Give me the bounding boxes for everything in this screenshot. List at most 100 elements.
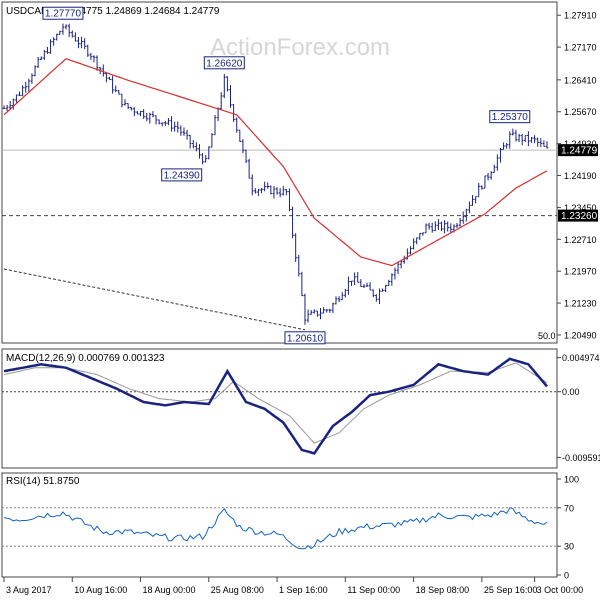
ohlc-bar xyxy=(27,78,31,92)
ohlc-bar xyxy=(303,293,307,325)
ohlc-bar xyxy=(378,288,381,305)
ohlc-bar xyxy=(58,30,62,35)
extra-label: 50.0 xyxy=(538,331,556,341)
ohlc-bar xyxy=(278,188,282,198)
ohlc-bar xyxy=(77,36,80,49)
rsi-y-tick-label: 30 xyxy=(564,542,574,552)
ohlc-bar xyxy=(95,55,99,71)
support-price-tag xyxy=(558,209,598,222)
price-annotation-label: 1.27770 xyxy=(45,9,82,20)
ohlc-bar xyxy=(316,310,319,317)
ohlc-bar xyxy=(198,144,201,159)
ohlc-bar xyxy=(272,185,276,199)
ohlc-bar xyxy=(136,111,139,115)
ohlc-bar xyxy=(319,308,322,320)
ohlc-bar xyxy=(105,72,108,83)
ohlc-bar xyxy=(145,112,149,122)
ohlc-bar xyxy=(173,121,176,132)
price-annotations: 1.27770 1.26620 1.24390 1.20610 1.25370 xyxy=(42,6,531,345)
ohlc-bar xyxy=(325,309,328,313)
price-title: USDCAD,H4 1.24775 1.24869 1.24684 1.2477… xyxy=(6,6,220,17)
x-axis-tick-label: 10 Aug 16:00 xyxy=(74,585,127,595)
ohlc-bar xyxy=(2,105,6,109)
x-axis-tick-label: 25 Sep 16:00 xyxy=(484,585,538,595)
ohlc-bar xyxy=(210,133,214,148)
rsi-y-tick-label: 100 xyxy=(564,475,579,485)
ohlc-bar xyxy=(170,116,173,132)
ohlc-bar xyxy=(430,222,434,233)
ohlc-bar xyxy=(281,186,285,196)
current-price-tag xyxy=(558,144,598,157)
ohlc-bar xyxy=(340,292,344,301)
support-price-tag-label: 1.23260 xyxy=(561,211,598,222)
ohlc-bars xyxy=(2,23,549,325)
ohlc-bar xyxy=(499,147,502,163)
ohlc-bar xyxy=(15,94,18,103)
ohlc-bar xyxy=(238,129,242,142)
ohlc-bar xyxy=(241,139,245,154)
ohlc-bar xyxy=(133,107,136,117)
ohlc-bar xyxy=(160,122,164,127)
x-axis-tick-label: 18 Sep 08:00 xyxy=(416,585,470,595)
price-y-axis: 1.27910 1.27170 1.26410 1.25670 1.24930 1.241… xyxy=(557,11,597,340)
ohlc-bar xyxy=(120,93,124,108)
price-annotation: 1.26620 xyxy=(203,56,245,70)
ohlc-bar xyxy=(151,111,155,118)
ohlc-bar xyxy=(309,310,313,315)
ohlc-bar xyxy=(371,289,375,298)
rsi-series-line xyxy=(3,507,548,550)
ohlc-bar xyxy=(477,182,481,198)
ohlc-bar xyxy=(511,128,515,136)
rsi-lines xyxy=(3,507,548,550)
price-y-tick-label: 1.25670 xyxy=(564,107,597,117)
ohlc-bar xyxy=(39,56,43,61)
ohlc-bar xyxy=(195,142,198,152)
price-annotation-box xyxy=(203,56,245,70)
price-y-tick-label: 1.21970 xyxy=(564,267,597,277)
ohlc-bar xyxy=(167,117,170,126)
ohlc-bar xyxy=(306,309,310,323)
rsi-y-tick-label: 70 xyxy=(564,503,574,513)
price-tags: 1.24779 1.23260 xyxy=(558,144,598,222)
ohlc-bar xyxy=(412,238,415,250)
ohlc-bar xyxy=(523,135,527,143)
ohlc-bar xyxy=(80,36,83,49)
ohlc-bar xyxy=(489,171,493,180)
ohlc-bar xyxy=(179,125,183,136)
rsi-panel: RSI(14) 51.8750 100 70 30 0 xyxy=(1,472,579,581)
ohlc-bar xyxy=(486,172,490,181)
ohlc-bar xyxy=(347,276,350,295)
ohlc-bar xyxy=(36,56,40,68)
macd-series-macd xyxy=(3,357,548,455)
ohlc-bar xyxy=(322,307,325,314)
ohlc-bar xyxy=(46,46,49,54)
ohlc-bar xyxy=(433,221,437,232)
price-y-tick-label: 1.20490 xyxy=(564,330,597,340)
ohlc-bar xyxy=(437,219,440,231)
ohlc-bar xyxy=(465,208,468,222)
ohlc-bar xyxy=(455,222,459,229)
ohlc-bar xyxy=(365,282,369,287)
ohlc-bar xyxy=(421,232,425,236)
ohlc-bar xyxy=(142,109,145,119)
ohlc-bar xyxy=(545,141,549,149)
ohlc-bar xyxy=(409,246,412,255)
ohlc-bar xyxy=(399,260,403,269)
ohlc-bar xyxy=(297,255,301,277)
macd-series-signal xyxy=(3,362,548,444)
macd-y-tick-label: 0.004974 xyxy=(562,353,600,363)
ohlc-bar xyxy=(418,232,422,241)
ohlc-bar xyxy=(368,282,372,291)
ohlc-bar xyxy=(139,111,142,117)
price-y-tick-label: 1.26410 xyxy=(564,75,597,85)
ohlc-bar xyxy=(353,272,356,285)
price-y-tick-label: 1.21230 xyxy=(564,299,597,309)
ohlc-bar xyxy=(362,284,366,288)
price-annotation-box xyxy=(284,331,326,345)
ohlc-bar xyxy=(443,220,446,234)
ohlc-bar xyxy=(126,103,130,109)
price-panel: ActionForex.com USDCAD,H4 1.24775 1.2486… xyxy=(1,1,598,345)
price-annotation-label: 1.25370 xyxy=(492,112,529,123)
ohlc-bar xyxy=(254,188,257,194)
